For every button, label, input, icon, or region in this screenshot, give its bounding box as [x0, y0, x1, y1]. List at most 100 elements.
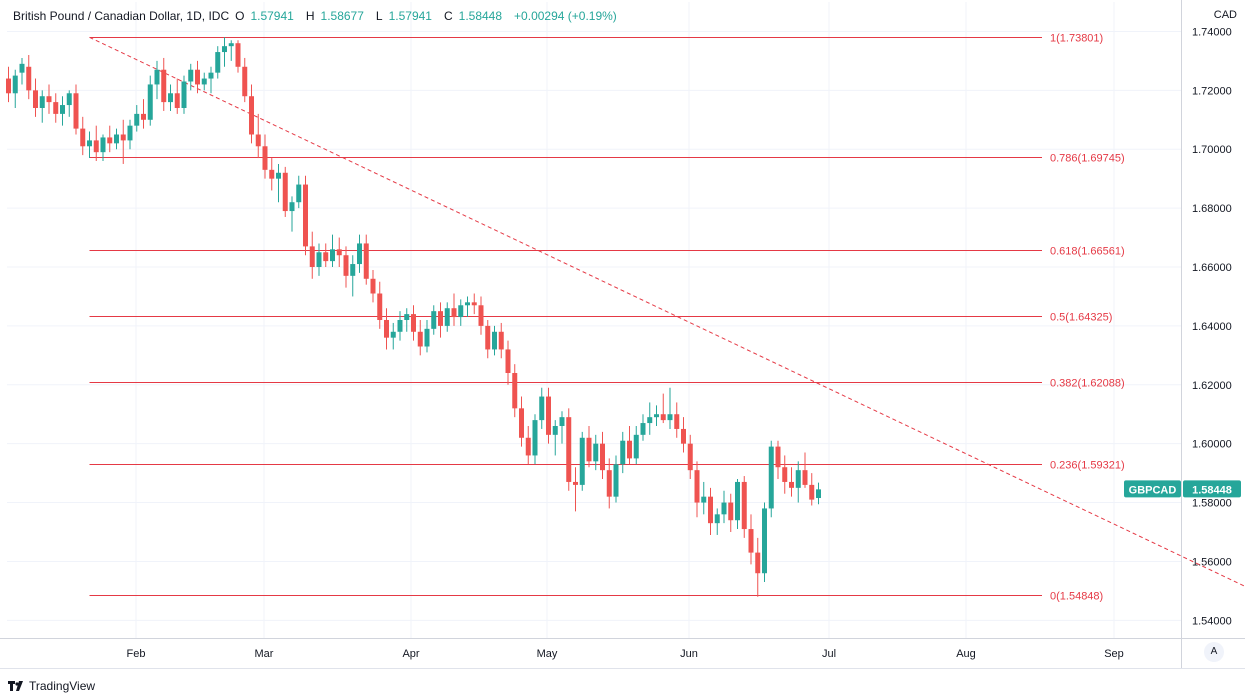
- candle-body: [26, 66, 32, 91]
- y-tick-label: 1.62000: [1192, 380, 1232, 392]
- symbol-tag-label: GBPCAD: [1129, 484, 1177, 496]
- candle-body: [282, 172, 288, 212]
- candle-body: [19, 63, 25, 73]
- fib-level-label: 1(1.73801): [1050, 33, 1103, 45]
- candle-body: [215, 52, 221, 73]
- x-tick-label: Jun: [680, 648, 698, 660]
- x-tick-label: Sep: [1104, 648, 1124, 660]
- candle-body: [127, 125, 133, 141]
- candle-body: [444, 308, 450, 326]
- candle-body: [188, 69, 194, 82]
- candle-body: [498, 331, 504, 350]
- candle-body: [687, 443, 693, 471]
- candle-body: [667, 414, 673, 421]
- candle-body: [674, 414, 680, 429]
- y-tick-label: 1.74000: [1192, 26, 1232, 38]
- candle-body: [411, 314, 416, 332]
- candle-body: [60, 105, 65, 114]
- fib-level-label: 0.786(1.69745): [1050, 153, 1125, 165]
- candle-body: [795, 470, 801, 488]
- y-tick-label: 1.72000: [1192, 85, 1232, 97]
- candle-body: [552, 426, 558, 435]
- candle-body: [633, 434, 639, 459]
- candle-body: [417, 331, 423, 347]
- candle-body: [201, 78, 207, 85]
- candle-body: [478, 305, 484, 326]
- candle-body: [134, 113, 140, 126]
- candle-body: [228, 43, 234, 47]
- candle-body: [809, 484, 815, 500]
- candle-body: [471, 302, 477, 306]
- candle-body: [404, 314, 410, 320]
- tradingview-branding[interactable]: TradingView: [8, 679, 95, 693]
- candle-body: [654, 414, 659, 418]
- currency-label: CAD: [1213, 9, 1237, 21]
- y-tick-label: 1.70000: [1192, 144, 1232, 156]
- candle-body: [755, 552, 761, 574]
- candle-body: [100, 137, 106, 153]
- candle-body: [208, 72, 214, 79]
- candle-body: [87, 140, 92, 147]
- y-tick-label: 1.64000: [1192, 321, 1232, 333]
- candle-body: [647, 417, 653, 424]
- candle-body: [147, 84, 153, 120]
- candle-body: [384, 320, 389, 338]
- ohlc-close: C 1.58448: [443, 9, 503, 23]
- candle-body: [606, 470, 612, 497]
- candle-body: [600, 443, 605, 471]
- y-tick-label: 1.68000: [1192, 203, 1232, 215]
- y-tick-label: 1.54000: [1192, 615, 1232, 627]
- candle-body: [363, 243, 369, 279]
- candle-body: [33, 90, 38, 108]
- candle-body: [559, 417, 565, 426]
- x-tick-label: Mar: [255, 648, 274, 660]
- candle-body: [721, 502, 727, 515]
- x-tick-label: Aug: [956, 648, 976, 660]
- candle-body: [168, 93, 173, 103]
- candle-body: [242, 66, 248, 97]
- y-tick-label: 1.60000: [1192, 439, 1232, 451]
- candle-body: [512, 373, 518, 409]
- candles-group: [6, 37, 821, 597]
- y-tick-label: 1.66000: [1192, 262, 1232, 274]
- candle-body: [728, 502, 734, 521]
- candle-body: [343, 255, 349, 276]
- brand-text: TradingView: [29, 679, 96, 693]
- candle-body: [748, 529, 754, 553]
- symbol-title: British Pound / Canadian Dollar, 1D, IDC: [13, 9, 230, 23]
- candle-body: [154, 69, 160, 85]
- candle-body: [525, 437, 531, 456]
- candle-body: [316, 252, 322, 267]
- x-tick-label: Jul: [822, 648, 836, 660]
- y-tick-label: 1.56000: [1192, 556, 1232, 568]
- candle-body: [222, 46, 227, 53]
- candle-body: [390, 331, 396, 338]
- candle-body: [532, 420, 538, 456]
- candle-body: [141, 113, 146, 120]
- candle-body: [107, 137, 113, 144]
- candle-body: [492, 331, 497, 350]
- candle-body: [114, 134, 119, 144]
- candle-body: [485, 325, 491, 350]
- candle-body: [350, 264, 356, 276]
- candle-body: [714, 514, 720, 524]
- candle-body: [39, 96, 45, 108]
- candle-body: [519, 408, 524, 438]
- ohlc-low: L 1.57941: [375, 9, 432, 23]
- candle-body: [579, 437, 585, 485]
- candle-body: [681, 428, 686, 444]
- ohlc-change: +0.00294 (+0.19%): [514, 9, 617, 23]
- candle-body: [775, 446, 781, 468]
- candle-body: [289, 202, 295, 212]
- candle-body: [255, 134, 261, 147]
- fib-level-label: 0.382(1.62088): [1050, 378, 1125, 390]
- x-tick-label: May: [537, 648, 558, 660]
- candle-body: [741, 481, 747, 530]
- candle-body: [424, 328, 430, 347]
- auto-scale-button[interactable]: A: [1204, 642, 1224, 662]
- candle-body: [802, 470, 808, 485]
- candle-body: [451, 308, 457, 318]
- candle-body: [53, 102, 59, 114]
- candle-body: [80, 128, 86, 147]
